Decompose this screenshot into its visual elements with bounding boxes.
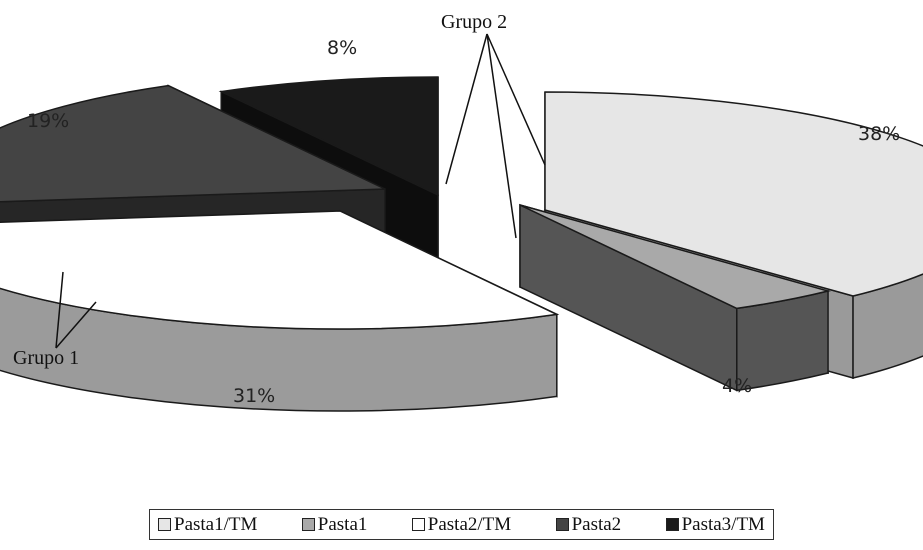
pie-slice-pasta2 — [0, 84, 386, 203]
legend-item-pasta3-tm: Pasta3/TM — [665, 513, 765, 536]
legend-item-pasta1-tm: Pasta1/TM — [158, 514, 257, 536]
legend-label: Pasta1/TM — [174, 513, 258, 535]
legend-swatch — [158, 518, 171, 531]
leader-line-grupo-1 — [55, 301, 97, 349]
annotation-leader-lines — [55, 33, 546, 349]
legend-item-pasta2-tm: Pasta2/TM — [411, 513, 512, 536]
legend-label: Pasta2 — [571, 513, 622, 535]
legend-label: Pasta2/TM — [427, 513, 512, 535]
legend-label: Pasta3/TM — [681, 513, 765, 535]
leader-line-grupo-2 — [486, 33, 517, 239]
pie-slice-pasta3-tm — [218, 76, 439, 197]
slice-label-pasta2-tm: 31% — [233, 385, 275, 407]
annotation-grupo-1: Grupo 1 — [13, 347, 79, 369]
pie-side-pasta1-tm — [852, 273, 923, 379]
pie-slice-tops — [0, 76, 923, 330]
legend-label: Pasta1 — [317, 513, 368, 535]
leader-line-grupo-2 — [486, 33, 546, 166]
slice-label-pasta1: 4% — [722, 375, 752, 397]
leader-line-grupo-2 — [445, 33, 488, 185]
slice-label-pasta1-tm: 38% — [858, 123, 900, 145]
leader-line-grupo-1 — [55, 271, 64, 349]
legend-item-pasta1: Pasta1 — [301, 513, 368, 536]
slice-label-pasta3-tm: 8% — [327, 37, 357, 59]
pie-slice-pasta2-tm — [0, 210, 560, 330]
legend-swatch — [555, 518, 569, 531]
annotation-grupo-2: Grupo 2 — [441, 11, 507, 33]
legend-swatch — [665, 518, 679, 531]
pie-slice-pasta1-tm — [544, 91, 923, 297]
legend-swatch — [301, 518, 315, 531]
chart-legend: Pasta1/TM Pasta1 Pasta2/TM Pasta2 Pasta3… — [149, 509, 774, 540]
legend-item-pasta2: Pasta2 — [555, 513, 622, 536]
pie-slice-pasta1 — [519, 204, 831, 310]
slice-label-pasta2: 19% — [27, 110, 69, 132]
legend-swatch — [411, 518, 425, 531]
